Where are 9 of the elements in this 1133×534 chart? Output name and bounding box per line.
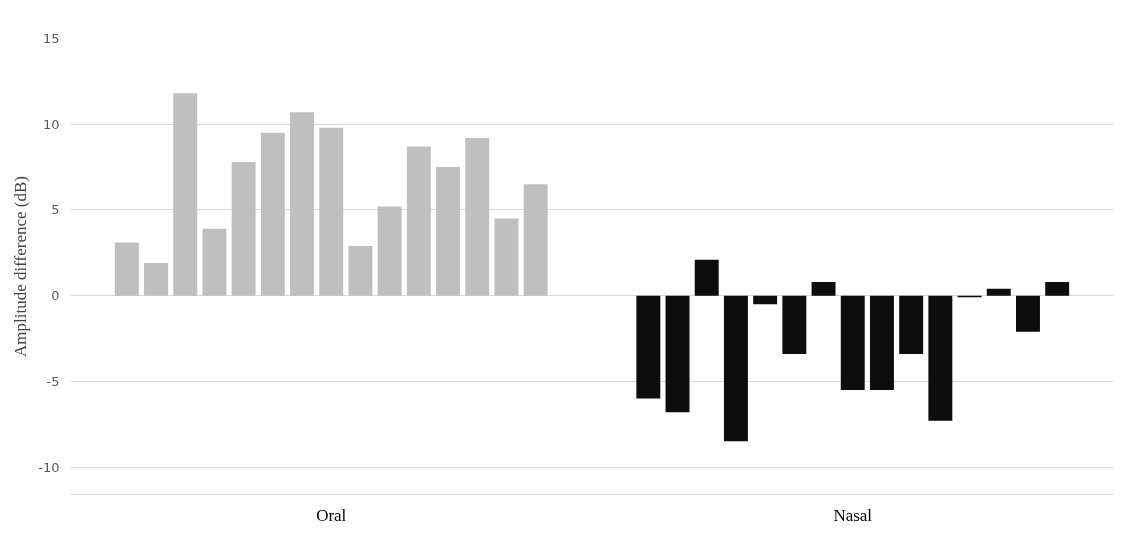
x-tick-label: Oral <box>316 505 347 525</box>
y-tick-label: 0 <box>51 288 60 304</box>
y-tick-label: 15 <box>42 31 60 46</box>
y-axis-title: Amplitude difference (dB) <box>11 176 31 357</box>
x-tick-label: Nasal <box>833 505 873 525</box>
y-tick-label: 5 <box>51 202 60 218</box>
y-tick-label: -10 <box>38 459 60 475</box>
y-tick-label: 10 <box>42 116 60 132</box>
y-tick-label: -5 <box>46 373 60 389</box>
